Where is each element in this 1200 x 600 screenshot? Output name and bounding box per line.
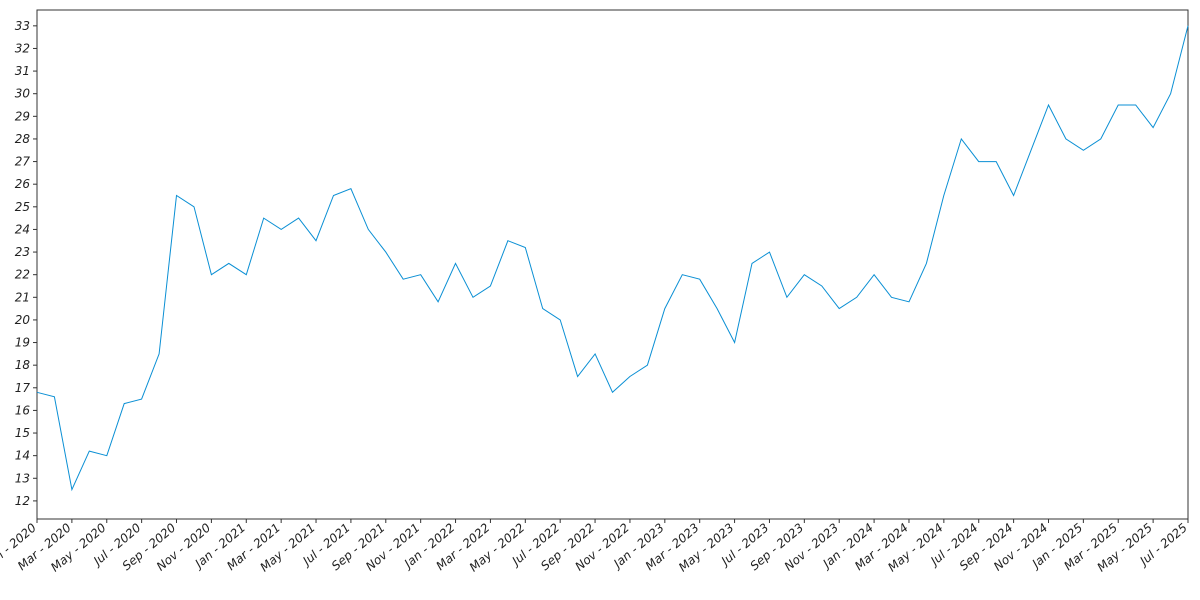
y-tick-label: 32 bbox=[15, 41, 30, 55]
y-tick-label: 24 bbox=[15, 222, 30, 236]
y-tick-label: 15 bbox=[15, 426, 30, 440]
y-tick-label: 20 bbox=[15, 313, 31, 327]
y-tick-label: 13 bbox=[15, 471, 30, 485]
y-tick-label: 31 bbox=[15, 64, 30, 78]
y-tick-label: 23 bbox=[15, 245, 30, 259]
y-tick-label: 33 bbox=[15, 19, 30, 33]
price-line bbox=[36, 25, 1189, 492]
y-tick-label: 18 bbox=[15, 358, 31, 372]
y-tick-label: 30 bbox=[15, 87, 31, 101]
y-tick-label: 28 bbox=[15, 132, 31, 146]
y-tick-label: 16 bbox=[15, 403, 31, 417]
y-tick-label: 25 bbox=[15, 200, 30, 214]
plot-frame bbox=[36, 9, 1189, 520]
y-tick-label: 29 bbox=[15, 109, 30, 123]
y-tick-label: 14 bbox=[15, 449, 30, 463]
y-tick-label: 27 bbox=[15, 155, 31, 169]
y-tick-label: 19 bbox=[15, 336, 30, 350]
y-tick-label: 17 bbox=[15, 381, 31, 395]
y-tick-label: 22 bbox=[15, 268, 30, 282]
y-tick-label: 26 bbox=[15, 177, 31, 191]
y-tick-label: 21 bbox=[15, 290, 30, 304]
y-tick-label: 12 bbox=[15, 494, 30, 508]
